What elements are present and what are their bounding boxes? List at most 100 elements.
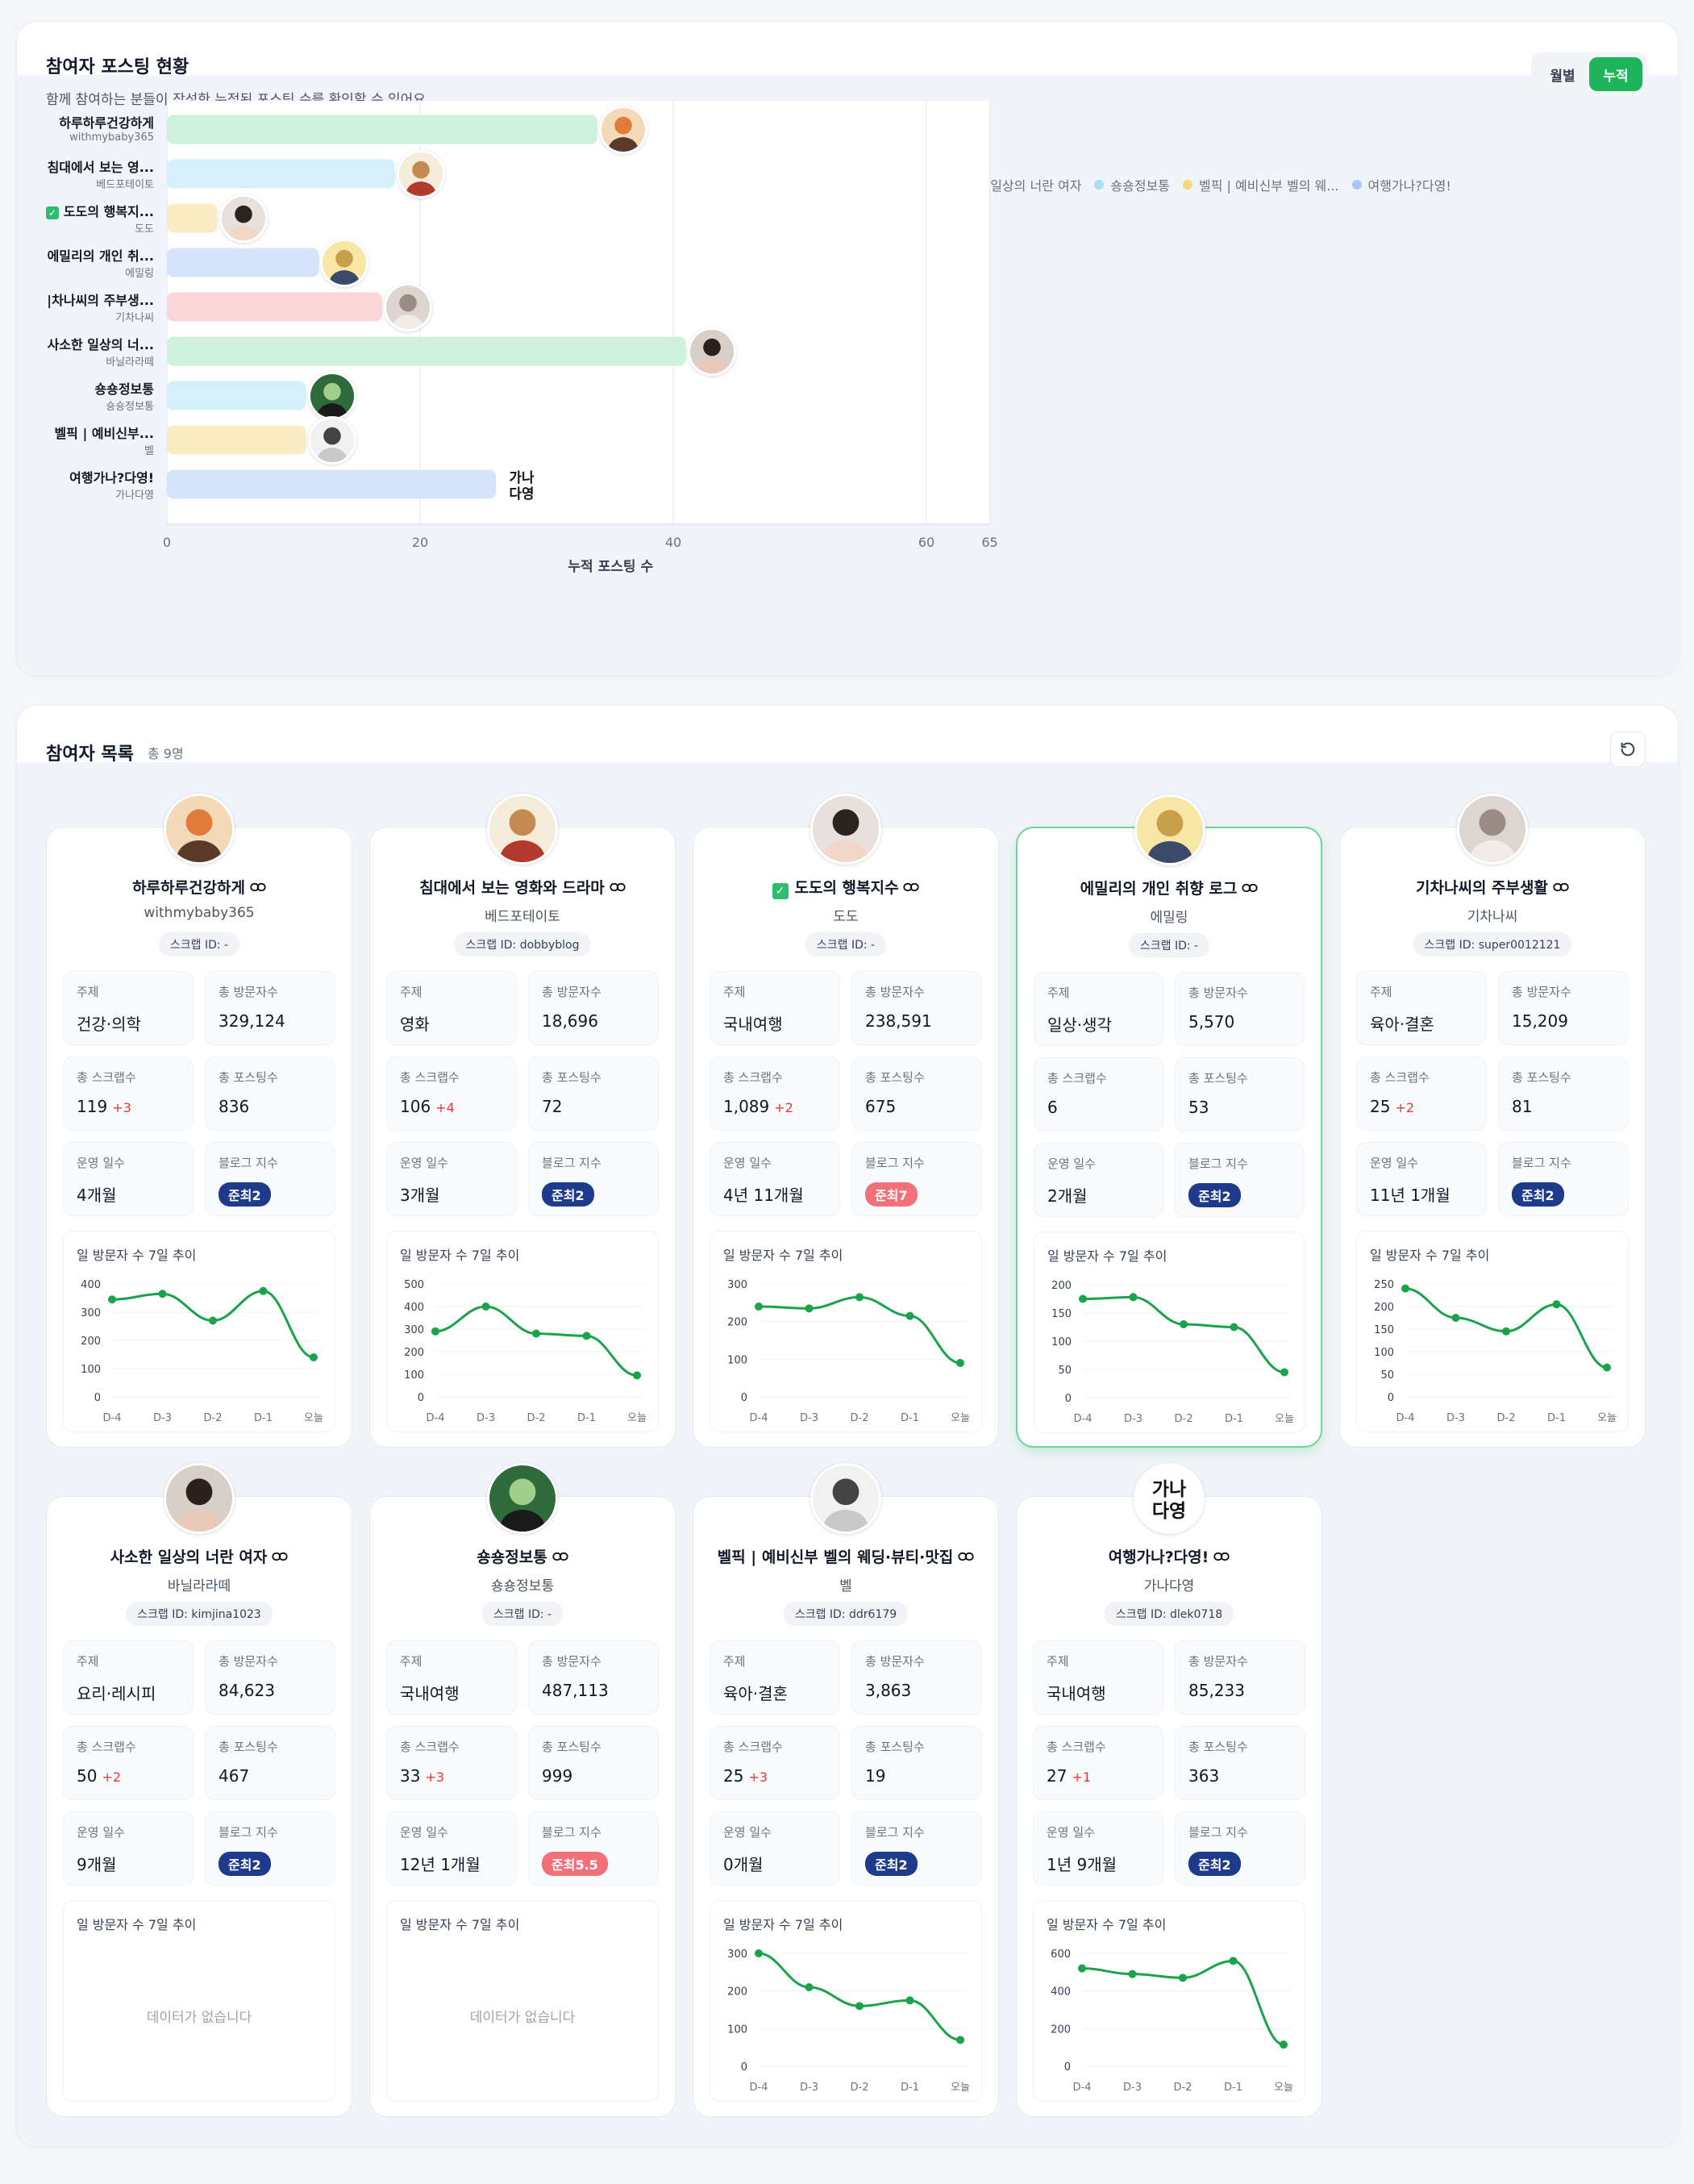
bar[interactable]	[167, 248, 319, 277]
participant-card[interactable]: 기차나씨의 주부생활 기차나씨 스크랩 ID: super0012121 주제 육아·결…	[1339, 794, 1646, 1448]
trend-point[interactable]	[1128, 1969, 1137, 1978]
stat-label: 총 스크랩수	[1047, 1071, 1107, 1086]
participant-card[interactable]: 침대에서 보는 영화와 드라마 베드포테이토 스크랩 ID: dobbyblog 주제…	[369, 794, 676, 1448]
participant-card[interactable]: 벨픽 | 예비신부 벨의 웨딩·뷰티·맛집 벨 스크랩 ID: ddr6179 주제 육…	[693, 1463, 999, 2117]
trend-point[interactable]	[1401, 1284, 1409, 1293]
participant-name-text: 침대에서 보는 영화와 드라마	[419, 879, 605, 897]
trend-point[interactable]	[905, 1996, 914, 2005]
stat-value: 일상·생각	[1047, 1012, 1150, 1036]
trend-point[interactable]	[1229, 1957, 1238, 1965]
trend-point[interactable]	[582, 1332, 591, 1340]
trend-point[interactable]	[259, 1286, 268, 1295]
link-icon[interactable]	[1213, 1551, 1230, 1562]
stat-value-text: 119	[77, 1097, 108, 1116]
trend-point[interactable]	[310, 1353, 318, 1361]
refresh-button[interactable]	[1610, 731, 1646, 767]
avatar-image: 가나다영	[497, 460, 547, 509]
trend-point[interactable]	[755, 1949, 763, 1957]
bar[interactable]	[167, 159, 395, 189]
stat-value-text: 육아·결혼	[723, 1684, 788, 1703]
trend-point[interactable]	[481, 1302, 490, 1311]
link-icon[interactable]	[250, 882, 266, 893]
stat-delta: +3	[425, 1769, 445, 1785]
participant-name[interactable]: 기차나씨의 주부생활	[1340, 876, 1645, 898]
trend-point[interactable]	[805, 1983, 814, 1991]
trend-y-tick: 200	[727, 1986, 747, 1999]
stat-visitors: 총 방문자수 3,863	[851, 1640, 982, 1715]
stat-label: 운영 일수	[77, 1825, 125, 1840]
participant-name[interactable]: ✓ 도도의 행복지수	[693, 876, 998, 899]
bar[interactable]	[167, 469, 497, 499]
trend-point[interactable]	[1079, 1294, 1087, 1303]
participant-name[interactable]: 사소한 일상의 너란 여자	[47, 1545, 352, 1567]
bar[interactable]	[167, 381, 306, 411]
participant-card[interactable]: 숑숑정보통 숑숑정보통 스크랩 ID: - 주제 국내여행 총 방문자수 487,113 총 …	[369, 1463, 676, 2117]
trend-point[interactable]	[855, 1293, 864, 1302]
participant-name[interactable]: 침대에서 보는 영화와 드라마	[370, 876, 675, 898]
trend-y-tick: 0	[1388, 1392, 1394, 1404]
y-label-sub: 숑숑정보통	[106, 400, 154, 413]
trend-point[interactable]	[1180, 1320, 1188, 1328]
participant-name[interactable]: 벨픽 | 예비신부 벨의 웨딩·뷰티·맛집	[693, 1545, 998, 1567]
participant-card[interactable]: 하루하루건강하게 withmybaby365 스크랩 ID: - 주제 건강·의학 총 방…	[46, 794, 352, 1448]
trend-point[interactable]	[956, 2036, 964, 2044]
trend-point[interactable]	[1451, 1314, 1460, 1322]
trend-point[interactable]	[1502, 1327, 1510, 1336]
trend-point[interactable]	[1280, 1368, 1288, 1377]
stat-value: 11년 1개월	[1370, 1182, 1473, 1206]
participant-card[interactable]: 가나 다영 여행가나?다영! 가나다영 스크랩 ID: dlek0718 주제 국내여행 총 …	[1016, 1463, 1322, 2117]
trend-point[interactable]	[158, 1290, 167, 1298]
trend-point[interactable]	[805, 1304, 814, 1313]
link-icon[interactable]	[1553, 882, 1569, 893]
trend-point[interactable]	[1280, 2040, 1288, 2049]
participant-name[interactable]: 숑숑정보통	[370, 1545, 675, 1567]
link-icon[interactable]	[610, 882, 626, 893]
participant-name-text: 사소한 일상의 너란 여자	[110, 1548, 268, 1566]
trend-point[interactable]	[209, 1316, 217, 1325]
trend-point[interactable]	[431, 1327, 439, 1336]
link-icon[interactable]	[272, 1551, 288, 1562]
trend-point[interactable]	[1129, 1293, 1138, 1302]
toggle-cumulative-button[interactable]: 누적	[1589, 57, 1642, 91]
trend-point[interactable]	[633, 1371, 641, 1380]
stat-days: 운영 일수 12년 1개월	[386, 1811, 517, 1886]
participant-card[interactable]: 에밀리의 개인 취향 로그 에밀링 스크랩 ID: - 주제 일상·생각 총 방문자수 5,…	[1016, 794, 1322, 1448]
stat-posts: 총 포스팅수 53	[1175, 1057, 1305, 1132]
trend-point[interactable]	[1078, 1964, 1086, 1973]
trend-point[interactable]	[905, 1311, 914, 1320]
bar[interactable]	[167, 425, 306, 455]
blog-index-badge: 준최2	[1188, 1183, 1241, 1207]
stat-value-text: 9개월	[77, 1855, 117, 1874]
trend-x-tick: D-2	[527, 1412, 546, 1424]
link-icon[interactable]	[552, 1551, 568, 1562]
participant-name[interactable]: 에밀리의 개인 취향 로그	[1018, 877, 1321, 898]
trend-point[interactable]	[755, 1302, 763, 1311]
trend-point[interactable]	[532, 1329, 540, 1338]
stat-label: 운영 일수	[1370, 1156, 1418, 1170]
link-icon[interactable]	[958, 1551, 974, 1562]
participant-card[interactable]: ✓ 도도의 행복지수 도도 스크랩 ID: - 주제 국내여행 총 방문자수 238,591 총…	[693, 794, 999, 1448]
bar[interactable]	[167, 336, 686, 366]
bar[interactable]	[167, 292, 382, 322]
trend-line	[758, 1295, 961, 1365]
trend-point[interactable]	[1552, 1300, 1561, 1309]
trend-point[interactable]	[108, 1295, 116, 1304]
trend-x-tick: D-2	[204, 1412, 223, 1424]
trend-point[interactable]	[855, 2002, 864, 2011]
bar[interactable]	[167, 115, 597, 144]
toggle-monthly-button[interactable]: 월별	[1550, 68, 1575, 85]
trend-point[interactable]	[1230, 1323, 1238, 1332]
bar[interactable]	[167, 203, 218, 233]
trend-point[interactable]	[956, 1359, 964, 1367]
trend-point[interactable]	[1603, 1363, 1611, 1372]
stats-grid: 주제 국내여행 총 방문자수 238,591 총 스크랩수 1,089 +2 총 포스팅수 67…	[710, 971, 982, 1216]
bar-avatar	[383, 282, 432, 331]
link-icon[interactable]	[903, 882, 920, 893]
trend-point[interactable]	[1179, 1974, 1187, 1982]
link-icon[interactable]	[1242, 882, 1258, 894]
participant-card[interactable]: 사소한 일상의 너란 여자 바닐라라떼 스크랩 ID: kimjina1023 주제 요…	[46, 1463, 352, 2117]
y-label-text: 숑숑정보통	[94, 381, 154, 397]
participant-name[interactable]: 하루하루건강하게	[47, 876, 352, 898]
participant-name[interactable]: 여행가나?다영!	[1017, 1545, 1321, 1567]
trend-y-tick: 300	[81, 1307, 101, 1319]
